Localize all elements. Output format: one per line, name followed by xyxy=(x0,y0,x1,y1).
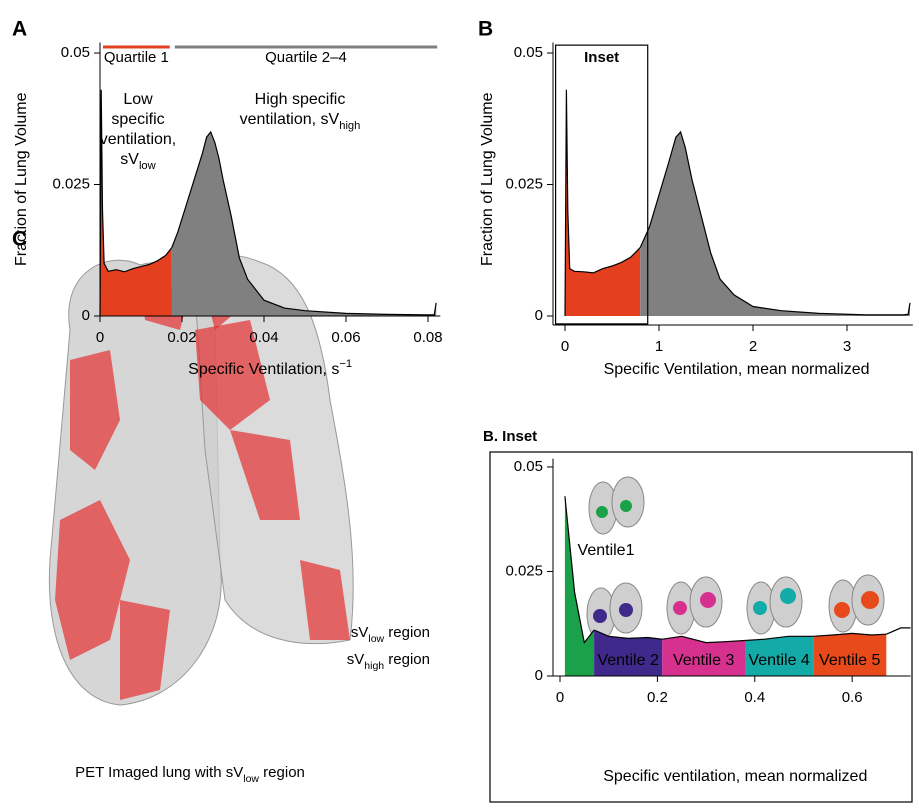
annotation-part: ventilation, sV xyxy=(240,111,340,128)
y-tick-label: 0.025 xyxy=(52,175,90,192)
area-outline xyxy=(813,632,887,637)
x-axis-label-part: Specific ventilation, mean normalized xyxy=(603,768,867,785)
y-tick-label: 0 xyxy=(82,307,90,324)
quartile-label: Quartile 2–4 xyxy=(265,49,347,66)
annotation: ventilation, xyxy=(100,131,177,148)
ventile-icons xyxy=(586,476,885,641)
caption-part: low xyxy=(243,773,259,785)
y-tick-label: 0.05 xyxy=(514,44,543,61)
annotation-part: low xyxy=(139,160,157,172)
panel-letter: C xyxy=(12,228,27,251)
annotation-part: sV xyxy=(120,151,139,168)
panel-title: B. Inset xyxy=(483,428,537,445)
x-tick-label: 1 xyxy=(655,338,663,355)
ventile-label: Ventile 4 xyxy=(748,652,809,669)
annotation: specific xyxy=(111,111,164,128)
x-axis-label-part: −1 xyxy=(339,358,352,370)
x-tick-label: 0 xyxy=(96,329,104,346)
region-legend-part: low xyxy=(368,633,384,645)
region-legend-part: high xyxy=(364,660,384,672)
area-fill xyxy=(100,89,172,316)
x-tick-label: 0.6 xyxy=(842,689,863,706)
ventile-label: Ventile1 xyxy=(578,542,635,559)
x-axis-label-part: Specific Ventilation, mean normalized xyxy=(604,361,870,378)
caption-part: region xyxy=(259,764,305,781)
annotation-part: high xyxy=(339,120,360,132)
area-fill xyxy=(640,131,910,316)
annotation: ventilation, sVhigh xyxy=(240,111,361,132)
region-legend-part: sV xyxy=(351,624,369,641)
region-legend: sVhigh region xyxy=(347,651,430,672)
x-axis-label-part: Specific Ventilation, s xyxy=(188,361,339,378)
area-fill xyxy=(745,636,814,676)
quartile-label: Quartile 1 xyxy=(104,49,169,66)
x-tick-label: 0.06 xyxy=(331,329,360,346)
x-tick-label: 0.2 xyxy=(647,689,668,706)
annotation: Low xyxy=(123,91,153,108)
y-tick-label: 0.025 xyxy=(505,175,543,192)
area-outline xyxy=(564,89,641,317)
y-tick-label: 0.025 xyxy=(505,562,543,579)
area-fill xyxy=(565,89,641,316)
y-tick-label: 0 xyxy=(535,307,543,324)
inset-frame xyxy=(489,451,913,803)
x-tick-label: 0 xyxy=(561,338,569,355)
area-outline xyxy=(171,130,437,316)
area-fill xyxy=(564,496,595,676)
annotation: High specific xyxy=(255,91,346,108)
ventile-label: Ventile 3 xyxy=(673,652,734,669)
area-fill xyxy=(813,633,887,676)
area-fill xyxy=(662,636,745,676)
caption: PET Imaged lung with sVlow region xyxy=(75,764,305,785)
region-legend-part: region xyxy=(384,624,430,641)
area-outline xyxy=(99,89,173,317)
area-outline xyxy=(886,627,911,635)
ventile-label: Ventile 5 xyxy=(819,652,880,669)
x-tick-label: 0.04 xyxy=(249,329,278,346)
x-axis-label: Specific ventilation, mean normalized xyxy=(603,768,867,785)
area-outline xyxy=(662,635,746,644)
lung-rendering xyxy=(48,254,354,706)
inset-label: Inset xyxy=(584,49,619,66)
x-tick-label: 0.4 xyxy=(744,689,765,706)
area-outline xyxy=(564,496,595,645)
inset-box xyxy=(554,44,649,325)
ventile-label: Ventile 2 xyxy=(597,652,658,669)
y-tick-label: 0 xyxy=(535,667,543,684)
x-tick-label: 0.08 xyxy=(413,329,442,346)
y-tick-label: 0.05 xyxy=(514,458,543,475)
area-outline xyxy=(593,629,663,640)
panel-letter: A xyxy=(12,18,27,41)
y-tick-label: 0.05 xyxy=(61,44,90,61)
area-outline xyxy=(639,130,911,316)
annotation: sVlow xyxy=(120,151,156,172)
x-tick-label: 3 xyxy=(843,338,851,355)
caption-part: PET Imaged lung with sV xyxy=(75,764,243,781)
x-axis-label: Specific Ventilation, mean normalized xyxy=(604,361,870,378)
region-legend-part: sV xyxy=(347,651,365,668)
region-legend-part: region xyxy=(384,651,430,668)
panel-letter: B xyxy=(478,18,493,41)
x-tick-label: 0 xyxy=(556,689,564,706)
x-tick-label: 0.02 xyxy=(167,329,196,346)
y-axis-label: Fraction of Lung Volume xyxy=(13,92,30,266)
area-fill xyxy=(594,630,663,676)
x-tick-label: 2 xyxy=(749,338,757,355)
area-fill xyxy=(171,131,437,316)
x-axis-label: Specific Ventilation, s−1 xyxy=(188,358,352,378)
area-outline xyxy=(744,635,814,642)
y-axis-label: Fraction of Lung Volume xyxy=(479,92,496,266)
region-legend: sVlow region xyxy=(351,624,430,645)
